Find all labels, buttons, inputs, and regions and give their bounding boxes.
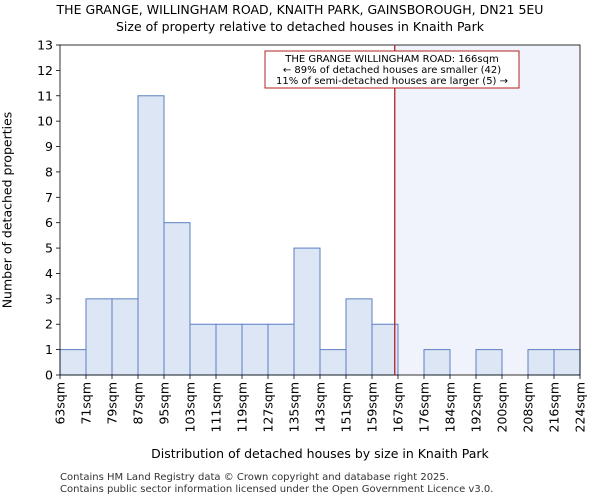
x-tick-label: 167sqm <box>391 382 406 432</box>
y-tick-label: 2 <box>45 317 53 332</box>
y-tick-label: 1 <box>45 342 53 357</box>
y-tick-label: 3 <box>45 291 53 306</box>
y-tick-label: 9 <box>45 139 53 154</box>
x-tick-label: 224sqm <box>573 382 588 432</box>
x-tick-label: 71sqm <box>79 382 94 425</box>
x-tick-label: 119sqm <box>235 382 250 432</box>
y-tick-label: 10 <box>37 114 53 129</box>
x-tick-label: 208sqm <box>521 382 536 432</box>
bar <box>163 222 191 376</box>
x-tick-label: 200sqm <box>495 382 510 432</box>
y-tick-label: 11 <box>37 88 53 103</box>
y-tick-label: 13 <box>37 38 53 53</box>
x-tick-label: 79sqm <box>105 382 120 425</box>
y-axis-label: Number of detached properties <box>0 111 15 309</box>
y-tick-label: 8 <box>45 164 53 179</box>
x-axis-label: Distribution of detached houses by size … <box>151 446 489 461</box>
y-tick-label: 4 <box>45 266 53 281</box>
footer-copyright: Contains HM Land Registry data © Crown c… <box>60 472 449 483</box>
y-tick-label: 12 <box>37 63 53 78</box>
bar <box>319 349 347 376</box>
bar <box>111 298 139 376</box>
y-tick-label: 5 <box>45 241 53 256</box>
bar <box>423 349 451 376</box>
highlight-region <box>394 45 580 375</box>
bar <box>293 247 321 376</box>
bar <box>527 349 555 376</box>
bar <box>137 95 165 376</box>
annotation-line: 11% of semi-detached houses are larger (… <box>276 76 508 87</box>
bar <box>215 323 243 376</box>
y-tick-label: 7 <box>45 190 53 205</box>
annotation-line: THE GRANGE WILLINGHAM ROAD: 166sqm <box>284 54 498 65</box>
x-tick-label: 159sqm <box>365 382 380 432</box>
x-tick-label: 151sqm <box>339 382 354 432</box>
footer-licence: Contains public sector information licen… <box>60 484 494 495</box>
x-tick-label: 143sqm <box>313 382 328 432</box>
annotation-box <box>264 50 520 89</box>
x-tick-label: 95sqm <box>157 382 172 425</box>
y-tick-label: 6 <box>45 215 53 230</box>
annotation-line: ← 89% of detached houses are smaller (42… <box>283 65 501 76</box>
chart-title: THE GRANGE, WILLINGHAM ROAD, KNAITH PARK… <box>56 2 544 17</box>
bar <box>189 323 217 376</box>
chart-subtitle: Size of property relative to detached ho… <box>116 19 484 34</box>
bar <box>371 323 399 376</box>
y-tick-label: 0 <box>45 368 53 383</box>
x-tick-label: 192sqm <box>469 382 484 432</box>
x-tick-label: 216sqm <box>547 382 562 432</box>
bar <box>85 298 113 376</box>
x-tick-label: 184sqm <box>443 382 458 432</box>
bar <box>267 323 295 376</box>
x-tick-label: 103sqm <box>183 382 198 432</box>
bar <box>475 349 503 376</box>
x-tick-label: 87sqm <box>131 382 146 425</box>
x-tick-label: 127sqm <box>261 382 276 432</box>
x-tick-label: 135sqm <box>287 382 302 432</box>
x-tick-label: 63sqm <box>53 382 68 425</box>
bar <box>241 323 269 376</box>
x-tick-label: 111sqm <box>209 382 224 432</box>
bar <box>59 349 87 376</box>
bar <box>345 298 373 376</box>
x-tick-label: 176sqm <box>417 382 432 432</box>
bar <box>553 349 581 376</box>
